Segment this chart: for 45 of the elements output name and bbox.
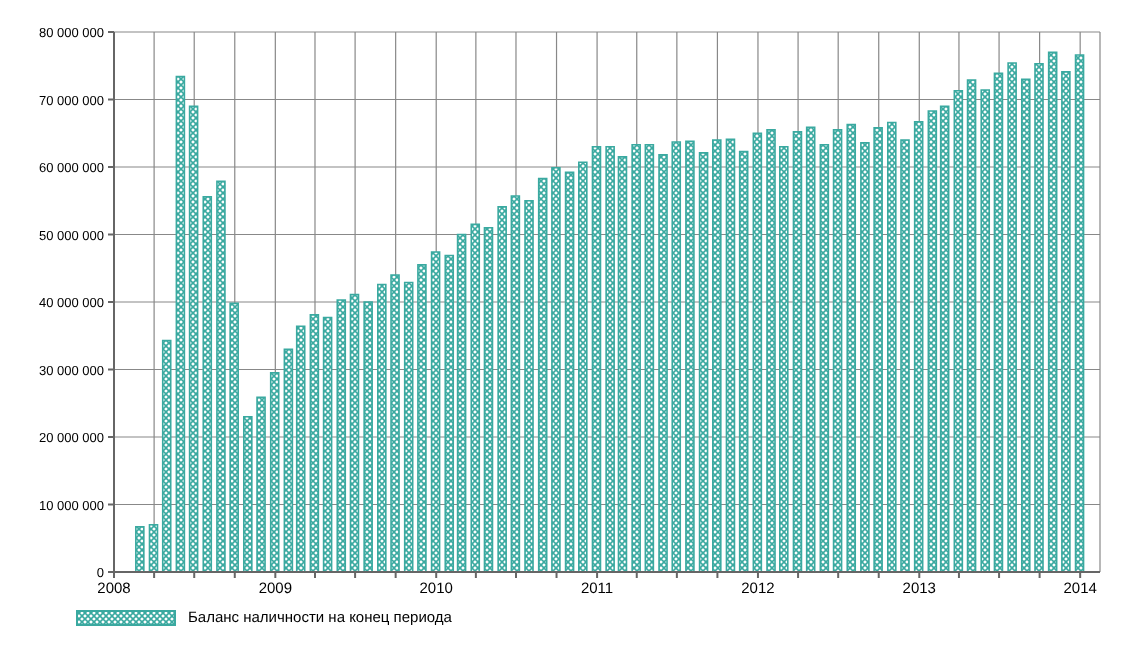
bar (483, 226, 494, 572)
bar (1007, 62, 1017, 572)
bar (349, 293, 360, 572)
bar (685, 140, 695, 572)
bar (819, 143, 830, 572)
bar (738, 150, 749, 572)
bar (135, 525, 145, 572)
bar (980, 89, 991, 572)
bar (725, 138, 736, 572)
bar (805, 126, 816, 572)
bar (470, 223, 481, 572)
bar (591, 145, 602, 572)
bar (698, 152, 709, 572)
bar (363, 301, 373, 572)
bar (846, 123, 857, 572)
bar (430, 251, 441, 572)
bar (644, 143, 655, 572)
bar (913, 120, 924, 572)
bar (202, 195, 213, 572)
bar (524, 199, 534, 572)
bar (1047, 51, 1058, 572)
bar (578, 161, 588, 572)
bar (175, 75, 186, 572)
bar (1061, 71, 1071, 572)
bar (161, 339, 172, 572)
bar (631, 143, 641, 572)
bar (322, 316, 333, 572)
bar (832, 129, 843, 572)
bar (336, 299, 347, 572)
bar (309, 314, 320, 572)
bar (1074, 54, 1085, 572)
bar (953, 89, 964, 572)
bar (537, 177, 548, 572)
bar (510, 195, 521, 572)
bar (752, 132, 763, 572)
bar (564, 171, 575, 572)
bar (712, 139, 722, 572)
bar (269, 372, 280, 572)
bar (497, 206, 507, 572)
bar (966, 79, 977, 572)
bar (551, 166, 561, 572)
bar (188, 105, 199, 572)
bar (792, 131, 803, 572)
bar (993, 72, 1004, 572)
bar (148, 523, 159, 572)
